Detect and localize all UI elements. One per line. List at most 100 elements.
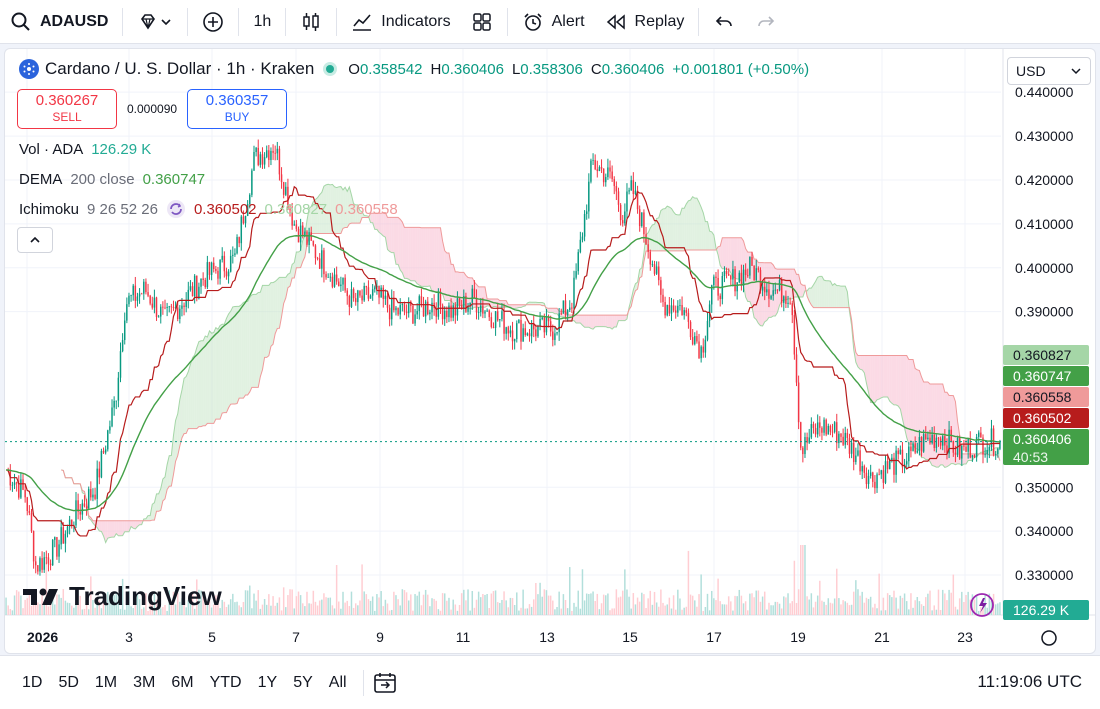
alert-label: Alert <box>551 12 585 30</box>
candle-body <box>54 537 56 540</box>
goto-date-icon[interactable] <box>372 670 398 696</box>
chart-pane[interactable]: 0.440000 0.430000 0.420000 0.410000 0.400000… <box>4 48 1096 654</box>
ichimoku-cloud-segment <box>340 186 344 234</box>
collapse-legend-button[interactable] <box>17 227 53 253</box>
volume-bar <box>759 601 762 615</box>
ichimoku-cloud-segment <box>739 237 742 282</box>
volume-bar <box>232 593 234 615</box>
candle-body <box>386 295 389 308</box>
undo-button[interactable] <box>703 0 745 44</box>
ichimoku-cloud-segment <box>658 210 661 251</box>
chevron-down-icon <box>1071 68 1081 75</box>
ichimoku-cloud-segment <box>639 267 642 278</box>
indicators-button[interactable]: Indicators <box>341 0 460 44</box>
range-all-button[interactable]: All <box>328 673 347 691</box>
volume-bar <box>287 595 289 615</box>
alert-button[interactable]: Alert <box>512 0 595 44</box>
range-6m-button[interactable]: 6M <box>171 673 194 691</box>
utc-clock[interactable]: 11:19:06 UTC <box>977 672 1082 691</box>
candle-body <box>30 512 33 532</box>
replay-button[interactable]: Replay <box>595 0 695 44</box>
candle-body <box>628 190 630 192</box>
ichimoku-cloud-segment <box>675 214 678 251</box>
add-symbol-button[interactable] <box>192 0 234 44</box>
volume-bar <box>480 597 482 615</box>
ichimoku-indicator-legend[interactable]: Ichimoku 9 26 52 26 0.360502 0.360827 0.… <box>19 199 398 219</box>
candle-body <box>200 278 202 287</box>
premium-dropdown[interactable] <box>127 0 183 44</box>
interval-button[interactable]: 1h <box>253 12 272 30</box>
ichimoku-cloud-segment <box>811 284 814 308</box>
volume-bar <box>439 610 442 615</box>
ichimoku-cloud-segment <box>650 224 653 251</box>
volume-bar <box>511 598 514 615</box>
tradingview-logo[interactable]: TradingView <box>23 581 222 612</box>
candle-body <box>965 446 967 452</box>
candle-body <box>958 437 961 459</box>
candle-body <box>609 167 611 172</box>
volume-bar <box>465 600 467 615</box>
redo-button[interactable] <box>745 0 787 44</box>
dema-indicator-legend[interactable]: DEMA 200 close 0.360747 <box>19 171 205 188</box>
volume-bar <box>374 610 376 615</box>
volume-bar <box>579 608 582 615</box>
volume-bar <box>931 610 933 615</box>
legend-title[interactable]: Cardano / U. S. Dollar · 1h · Kraken <box>45 59 315 78</box>
ichimoku-cloud-segment <box>190 357 193 429</box>
currency-value: USD <box>1016 63 1046 79</box>
candle-body <box>846 432 849 439</box>
candle-body <box>204 279 207 288</box>
candle-body <box>289 209 291 211</box>
range-1d-button[interactable]: 1D <box>22 673 43 691</box>
candle-body <box>982 437 984 455</box>
candle-body <box>613 179 615 187</box>
candle-body <box>282 182 285 195</box>
volume-bar <box>145 593 147 615</box>
symbol-search[interactable]: ADAUSD <box>0 0 118 44</box>
volume-bar <box>132 608 134 615</box>
candle-body <box>535 329 537 337</box>
volume-bar <box>77 603 79 615</box>
candle-body <box>98 468 101 478</box>
candle-body <box>674 310 677 313</box>
candle-body <box>638 209 641 227</box>
candle-body <box>694 336 696 345</box>
range-1m-button[interactable]: 1M <box>94 673 118 691</box>
chart-type-button[interactable] <box>290 0 332 44</box>
y-tick-label: 0.420000 <box>1015 172 1074 188</box>
range-1y-button[interactable]: 1Y <box>257 673 278 691</box>
candle-body <box>552 331 554 340</box>
candle-body <box>600 167 603 169</box>
ichimoku-cloud-segment <box>497 299 500 308</box>
ichimoku-cloud-segment <box>302 235 305 262</box>
ichimoku-cloud-segment <box>788 269 791 299</box>
settings-gear-icon[interactable] <box>1041 630 1057 646</box>
ichimoku-cloud-segment <box>510 304 513 309</box>
range-5d-button[interactable]: 5D <box>58 673 79 691</box>
buy-button[interactable]: 0.360357 BUY <box>187 89 288 129</box>
range-ytd-button[interactable]: YTD <box>209 673 242 691</box>
volume-bar <box>107 591 109 615</box>
sparkle-assistant-icon[interactable] <box>967 591 995 619</box>
currency-select[interactable]: USD <box>1007 57 1091 85</box>
range-5y-button[interactable]: 5Y <box>293 673 313 691</box>
y-tick-label: 0.340000 <box>1015 523 1074 539</box>
price-chart[interactable]: 0.440000 0.430000 0.420000 0.410000 0.400000… <box>5 49 1096 654</box>
sell-button[interactable]: 0.360267 SELL <box>17 89 117 129</box>
volume-bar <box>196 579 198 615</box>
range-3m-button[interactable]: 3M <box>133 673 156 691</box>
ichimoku-cloud-segment <box>279 277 282 329</box>
volume-bar <box>403 590 406 615</box>
candle-body <box>189 286 192 290</box>
ichimoku-cloud-segment <box>152 502 155 521</box>
volume-bar <box>912 607 914 615</box>
candle-body <box>602 168 605 183</box>
layouts-button[interactable] <box>461 0 503 44</box>
candle-body <box>528 333 531 337</box>
candle-body <box>893 457 895 475</box>
ichimoku-cloud-segment <box>275 279 278 334</box>
candle-body <box>469 302 471 307</box>
ichimoku-cloud-segment <box>383 212 386 238</box>
volume-indicator-legend[interactable]: Vol · ADA 126.29 K <box>19 141 151 158</box>
volume-bar <box>367 599 370 615</box>
